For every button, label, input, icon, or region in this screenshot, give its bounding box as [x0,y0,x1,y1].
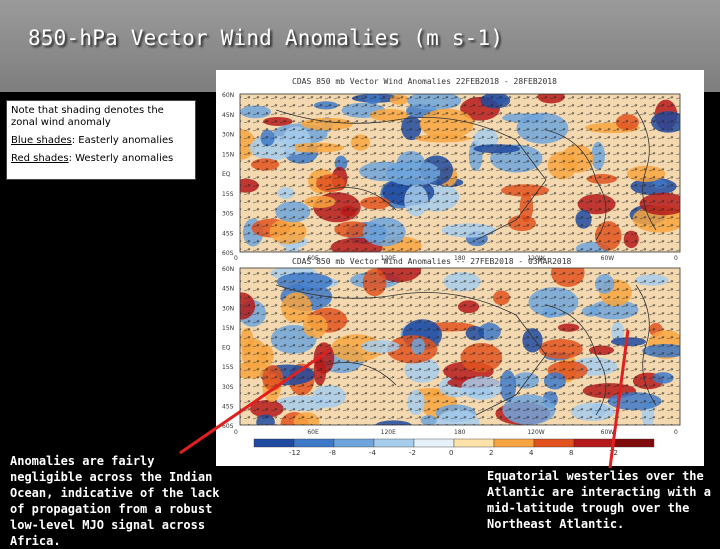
colorbar-swatch [453,438,495,448]
note-blue: Blue shades: Easterly anomalies [11,135,191,147]
colorbar-swatch [333,438,375,448]
lon-tick-label: 0 [674,255,678,262]
wind-anomaly-maps: CDAS 850 mb Vector Wind Anomalies 22FEB2… [222,77,681,457]
lat-tick-label: 60S [222,423,234,430]
colorbar-tick-label: 0 [449,449,453,457]
lon-tick-label: 180 [454,429,466,436]
note-red-label: Red shades [11,153,69,164]
lat-tick-label: 45S [222,230,234,237]
lat-tick-label: 45S [222,403,234,410]
colorbar-tick-label: -12 [289,449,300,457]
bottom-panel-title: CDAS 850 mb Vector Wind Anomalies -- 27F… [292,257,572,266]
note-blue-rest: : Easterly anomalies [71,135,174,146]
lat-tick-label: 45N [222,286,234,293]
note-red-rest: : Westerly anomalies [68,153,174,164]
lon-tick-label: 60E [307,429,319,436]
annotation-left: Anomalies are fairly negligible across t… [10,454,220,548]
lat-tick-label: 60S [222,250,234,257]
lat-tick-label: EQ [222,345,231,352]
lat-tick-label: 30N [222,305,234,312]
wind-anomaly-figure: CDAS 850 mb Vector Wind Anomalies 22FEB2… [216,70,704,466]
lat-tick-label: 30N [222,132,234,139]
lon-tick-label: 0 [234,255,238,262]
lat-tick-label: 15S [222,191,234,198]
colorbar-swatch [493,438,535,448]
lon-tick-label: 120W [527,429,544,436]
note-red: Red shades: Westerly anomalies [11,153,191,165]
lat-tick-label: 60N [222,266,234,273]
lat-tick-label: 30S [222,384,234,391]
top-map [240,94,680,252]
lat-tick-label: 15N [222,325,234,332]
lat-tick-label: 60N [222,92,234,99]
colorbar-tick-label: -2 [409,449,416,457]
lon-tick-label: 120W [527,255,544,262]
colorbar-swatch [293,438,335,448]
shading-legend-note: Note that shading denotes the zonal wind… [6,100,196,180]
lat-tick-label: EQ [222,171,231,178]
lat-tick-label: 15S [222,364,234,371]
colorbar-swatch [573,438,615,448]
colorbar-swatch [613,438,655,448]
lon-tick-label: 120E [381,429,396,436]
lon-tick-label: 60W [601,429,615,436]
lon-tick-label: 0 [234,429,238,436]
lon-tick-label: 60E [307,255,319,262]
lon-tick-label: 0 [674,429,678,436]
bottom-map [240,268,680,425]
lon-tick-label: 120E [381,255,396,262]
colorbar-tick-label: -8 [329,449,336,457]
colorbar-swatch [373,438,415,448]
lon-tick-label: 60W [601,255,615,262]
colorbar-tick-label: 8 [569,449,573,457]
lat-tick-label: 30S [222,211,234,218]
colorbar-tick-label: -4 [369,449,377,457]
top-panel-title: CDAS 850 mb Vector Wind Anomalies 22FEB2… [292,77,557,86]
note-blue-label: Blue shades [11,135,72,146]
colorbar-swatch [413,438,455,448]
slide-title: 850-hPa Vector Wind Anomalies (m s-1) [28,26,504,50]
colorbar-tick-label: 4 [529,449,534,457]
lat-tick-label: 15N [222,151,234,158]
colorbar-tick-label: 2 [489,449,493,457]
lat-tick-label: 45N [222,112,234,119]
colorbar-swatch [533,438,575,448]
annotation-right: Equatorial westerlies over the Atlantic … [487,469,711,531]
colorbar-tick-label: 12 [609,449,618,457]
colorbar: -12 -8 -4 -2 0 2 4 8 12 [253,438,655,457]
lon-tick-label: 180 [454,255,466,262]
colorbar-swatch [253,438,295,448]
note-text: Note that shading denotes the zonal wind… [11,105,164,128]
